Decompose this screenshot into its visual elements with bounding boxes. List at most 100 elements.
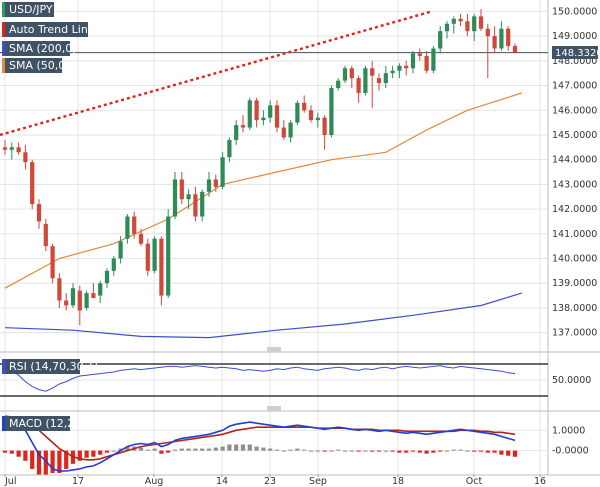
macd-histogram-bar (322, 450, 327, 452)
price-tick-label: 142.0000 (552, 204, 597, 215)
macd-histogram-bar (472, 450, 477, 452)
candle-body (438, 31, 443, 49)
candle-body (370, 68, 375, 76)
current-price-tag: 148.3320 (552, 46, 600, 59)
price-tick-label: 147.0000 (552, 81, 597, 92)
candle-body (329, 88, 334, 135)
candle-body (492, 36, 497, 49)
candle-body (23, 152, 28, 163)
candle-body (220, 157, 225, 187)
macd-histogram-bar (159, 450, 164, 454)
macd-histogram-bar (417, 450, 422, 453)
macd-histogram-bar (23, 450, 28, 461)
candle-body (70, 288, 76, 306)
candle-body (227, 139, 232, 158)
candle-body (145, 243, 150, 271)
candle-body (342, 68, 348, 81)
legend-macd-text: MACD (12,26,9) (9, 417, 96, 430)
candle-body (363, 68, 368, 93)
legend-sma200-text: SMA (200,0) (9, 42, 77, 55)
candle-body (322, 117, 327, 135)
candle-body (390, 70, 395, 74)
auto-trend-line (0, 10, 432, 137)
macd-histogram-bar (104, 450, 110, 453)
macd-histogram-bar (2, 450, 8, 453)
legend-symbol: USD/JPY (2, 2, 54, 17)
macd-histogram-bar (84, 450, 89, 458)
candle-body (410, 53, 416, 69)
current-price-text: 148.3320 (555, 48, 600, 59)
candle-body (295, 102, 300, 123)
candle-body (383, 73, 388, 84)
date-tick-label: Oct (466, 476, 483, 487)
macd-histogram-bar (57, 450, 62, 473)
macd-histogram-bar (281, 450, 286, 452)
candle-body (16, 147, 21, 153)
candle-body (254, 100, 259, 121)
macd-histogram-bar (499, 450, 504, 455)
date-tick-label: Aug (145, 476, 164, 487)
candle-body (152, 238, 157, 271)
candle-body (336, 80, 341, 89)
candle-body (159, 238, 164, 296)
macd-histogram-bar (506, 450, 511, 456)
legend-macd: MACD (12,26,9) (2, 416, 96, 431)
candle-body (506, 28, 511, 47)
price-panel-separator[interactable] (267, 347, 281, 352)
macd-histogram-bar (349, 450, 354, 452)
price-tick-label: 144.0000 (552, 155, 597, 166)
legend-symbol-text: USD/JPY (9, 3, 53, 16)
macd-histogram-bar (43, 450, 48, 476)
macd-histogram-bar (397, 450, 402, 453)
candle-body (193, 194, 198, 217)
macd-histogram-bar (254, 446, 259, 451)
candle-body (302, 102, 307, 111)
candle-body (9, 147, 14, 150)
legend-rsi: RSI (14,70,30,1) (2, 359, 98, 374)
date-tick-label: Sep (309, 476, 327, 487)
price-tick-label: 150.0000 (552, 6, 597, 17)
date-tick-label: 17 (72, 476, 84, 487)
candle-body (36, 204, 42, 222)
macd-histogram-bar (295, 448, 300, 451)
candle-body (172, 179, 178, 217)
macd-histogram-bar (77, 450, 82, 461)
candle-body (288, 122, 293, 138)
candle-body (444, 23, 450, 32)
candle-body (111, 258, 116, 271)
candle-body (281, 127, 286, 138)
candle-body (349, 68, 354, 79)
macd-histogram-bar (410, 450, 416, 452)
macd-histogram-bar (111, 450, 116, 452)
macd-histogram-bar (227, 444, 232, 451)
price-tick-label: 139.0000 (552, 278, 597, 289)
candle-body (499, 28, 504, 49)
price-tick-label: 149.0000 (552, 31, 597, 42)
macd-histogram-bar (478, 450, 484, 452)
macd-histogram-bar (9, 450, 14, 454)
macd-signal-line (4, 415, 516, 461)
candle-body (315, 117, 320, 121)
macd-histogram-bar (404, 450, 409, 453)
macd-histogram-bar (288, 449, 293, 451)
macd-histogram-bar (492, 450, 497, 453)
price-tick-label: 137.0000 (552, 328, 597, 339)
candle-body (125, 216, 130, 239)
candle-body (43, 223, 48, 247)
candle-body (200, 191, 205, 217)
candle-body (234, 125, 239, 140)
candle-body (206, 179, 212, 192)
macd-histogram-bar (336, 449, 341, 451)
candle-body (376, 78, 382, 84)
candle-body (186, 194, 191, 200)
legend-sma200: SMA (200,0) (2, 41, 77, 56)
macd-histogram-bar (315, 450, 320, 452)
macd-histogram-bar (186, 448, 191, 451)
candle-body (308, 110, 314, 121)
macd-histogram-bar (329, 450, 334, 452)
macd-histogram-bar (172, 449, 178, 451)
macd-histogram-bar (138, 447, 144, 451)
candle-body (465, 21, 470, 32)
rsi-panel-separator[interactable] (267, 406, 281, 411)
